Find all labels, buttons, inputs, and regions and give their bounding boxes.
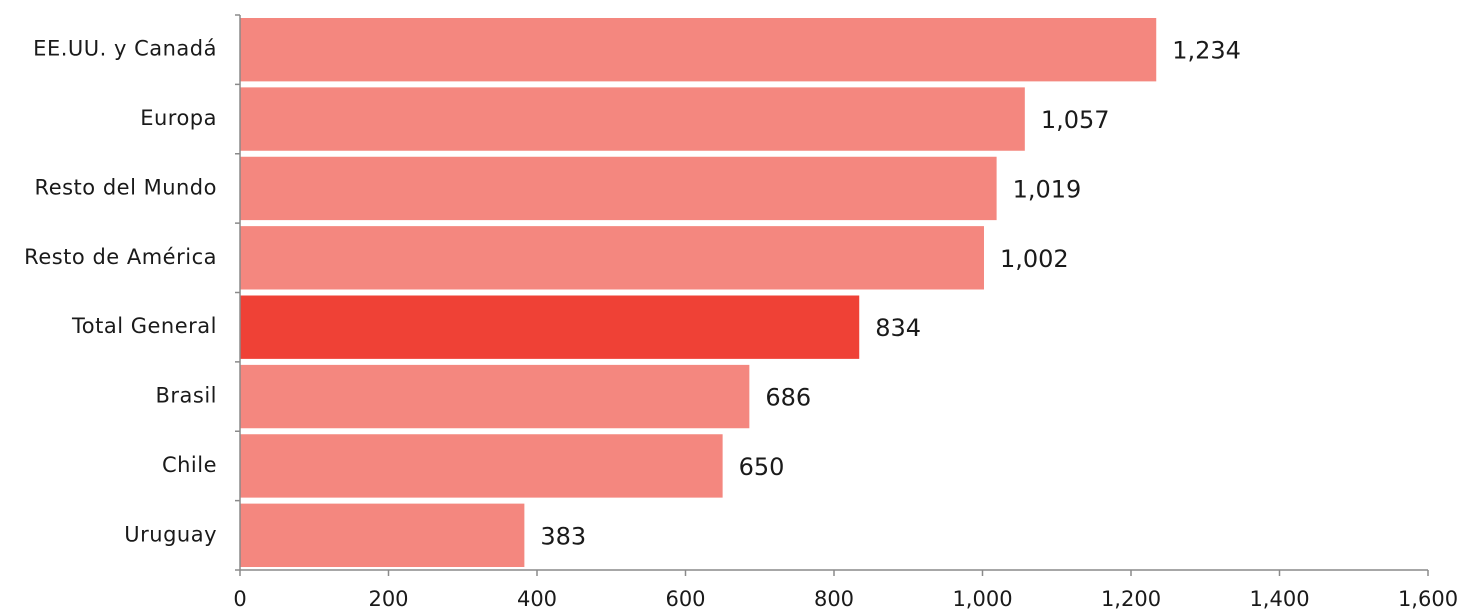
x-tick-label: 400 <box>517 587 557 611</box>
value-label: 1,234 <box>1172 37 1241 65</box>
x-tick-label: 0 <box>233 587 246 611</box>
value-label: 650 <box>739 453 785 481</box>
category-label: Resto de América <box>24 245 217 269</box>
bar-6 <box>240 434 723 498</box>
category-label: Europa <box>140 106 217 130</box>
bar-5 <box>240 364 750 429</box>
bar-4 <box>240 295 860 359</box>
category-label: Chile <box>162 453 217 477</box>
category-label: Resto del Mundo <box>35 175 217 199</box>
bar-0 <box>240 18 1157 82</box>
category-label: Uruguay <box>124 522 217 546</box>
x-tick-label: 600 <box>665 587 705 611</box>
value-label: 383 <box>540 522 586 550</box>
x-tick-label: 200 <box>368 587 408 611</box>
x-tick-label: 1,000 <box>952 587 1012 611</box>
category-label: Brasil <box>155 384 217 408</box>
axes: 0 200 400 600 800 1,000 1,200 1,400 1,600 <box>233 14 1458 611</box>
bar-3 <box>240 226 984 290</box>
value-label: 1,019 <box>1013 175 1082 203</box>
value-label: 834 <box>875 314 921 342</box>
x-tick-label: 1,200 <box>1101 587 1161 611</box>
bar-1 <box>240 87 1025 151</box>
category-label: EE.UU. y Canadá <box>33 37 217 61</box>
value-label: 1,002 <box>1000 245 1069 273</box>
value-labels: 1,234 1,057 1,019 1,002 834 686 650 383 <box>540 37 1241 551</box>
x-tick-label: 1,400 <box>1249 587 1309 611</box>
bar-2 <box>240 156 997 221</box>
bars-layer <box>240 18 1157 567</box>
value-label: 1,057 <box>1041 106 1110 134</box>
category-label: Total General <box>71 314 217 338</box>
bar-7 <box>240 503 525 567</box>
x-tick-label: 800 <box>814 587 854 611</box>
x-tick-label: 1,600 <box>1398 587 1458 611</box>
category-labels: EE.UU. y Canadá Europa Resto del Mundo Rest… <box>24 37 217 547</box>
value-label: 686 <box>765 384 811 412</box>
